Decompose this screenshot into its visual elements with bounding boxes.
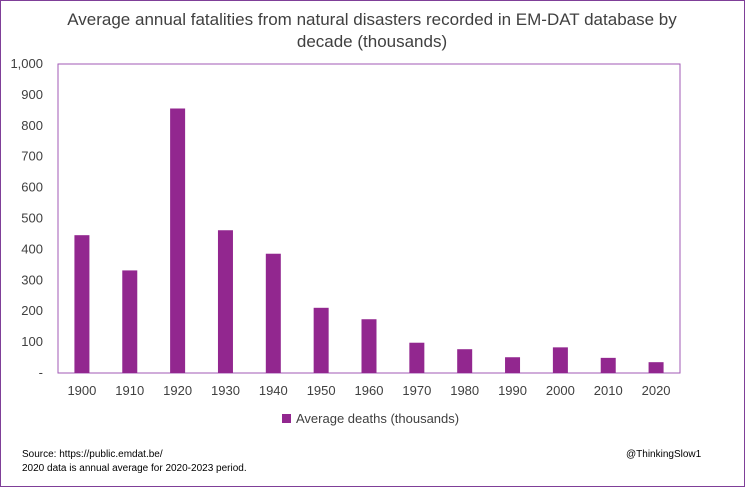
y-tick-label: 1,000 [10, 56, 43, 71]
x-axis-ticks: 1900 1910 1920 1930 1940 1950 1960 1970 1980 1990… [67, 383, 670, 398]
x-tick-label: 1960 [355, 383, 384, 398]
legend-swatch [282, 414, 291, 423]
x-tick-label: 2010 [594, 383, 623, 398]
y-tick-label: 700 [21, 149, 43, 164]
chart-title-line: decade (thousands) [297, 32, 447, 51]
bar [170, 108, 186, 373]
bar [600, 357, 616, 373]
x-tick-label: 1930 [211, 383, 240, 398]
y-axis-ticks: - 100 200 300 400 500 600 700 800 900 1,000 [10, 56, 43, 380]
period-note: 2020 data is annual average for 2020-202… [22, 463, 247, 474]
x-tick-label: 1980 [450, 383, 479, 398]
legend: Average deaths (thousands) [282, 411, 459, 426]
x-tick-label: 1920 [163, 383, 192, 398]
source-note: Source: https://public.emdat.be/ [22, 449, 163, 460]
bar [648, 362, 664, 373]
x-tick-label: 1940 [259, 383, 288, 398]
chart-title: Average annual fatalities from natural d… [67, 10, 677, 51]
x-tick-label: 1950 [307, 383, 336, 398]
bar [74, 235, 90, 373]
y-tick-label: 600 [21, 180, 43, 195]
x-tick-label: 1970 [402, 383, 431, 398]
y-tick-label: 400 [21, 241, 43, 256]
y-tick-label: 800 [21, 118, 43, 133]
y-tick-label: 200 [21, 303, 43, 318]
bar [457, 349, 473, 373]
bar [361, 319, 377, 373]
bar [313, 307, 329, 373]
author-credit: @ThinkingSlow1 [626, 449, 702, 460]
bar [265, 253, 281, 373]
y-tick-label: - [39, 365, 43, 380]
legend-label: Average deaths (thousands) [296, 411, 459, 426]
x-tick-label: 2020 [642, 383, 671, 398]
y-tick-label: 300 [21, 272, 43, 287]
bar-series [74, 108, 664, 373]
bar [505, 357, 521, 373]
bar [217, 230, 233, 373]
x-tick-label: 1910 [115, 383, 144, 398]
y-tick-label: 900 [21, 87, 43, 102]
x-tick-label: 2000 [546, 383, 575, 398]
chart-title-line: Average annual fatalities from natural d… [67, 10, 677, 29]
bar [409, 342, 425, 373]
bar [122, 270, 138, 373]
y-tick-label: 500 [21, 211, 43, 226]
x-tick-label: 1900 [67, 383, 96, 398]
bar [552, 347, 568, 373]
y-tick-label: 100 [21, 334, 43, 349]
x-tick-label: 1990 [498, 383, 527, 398]
